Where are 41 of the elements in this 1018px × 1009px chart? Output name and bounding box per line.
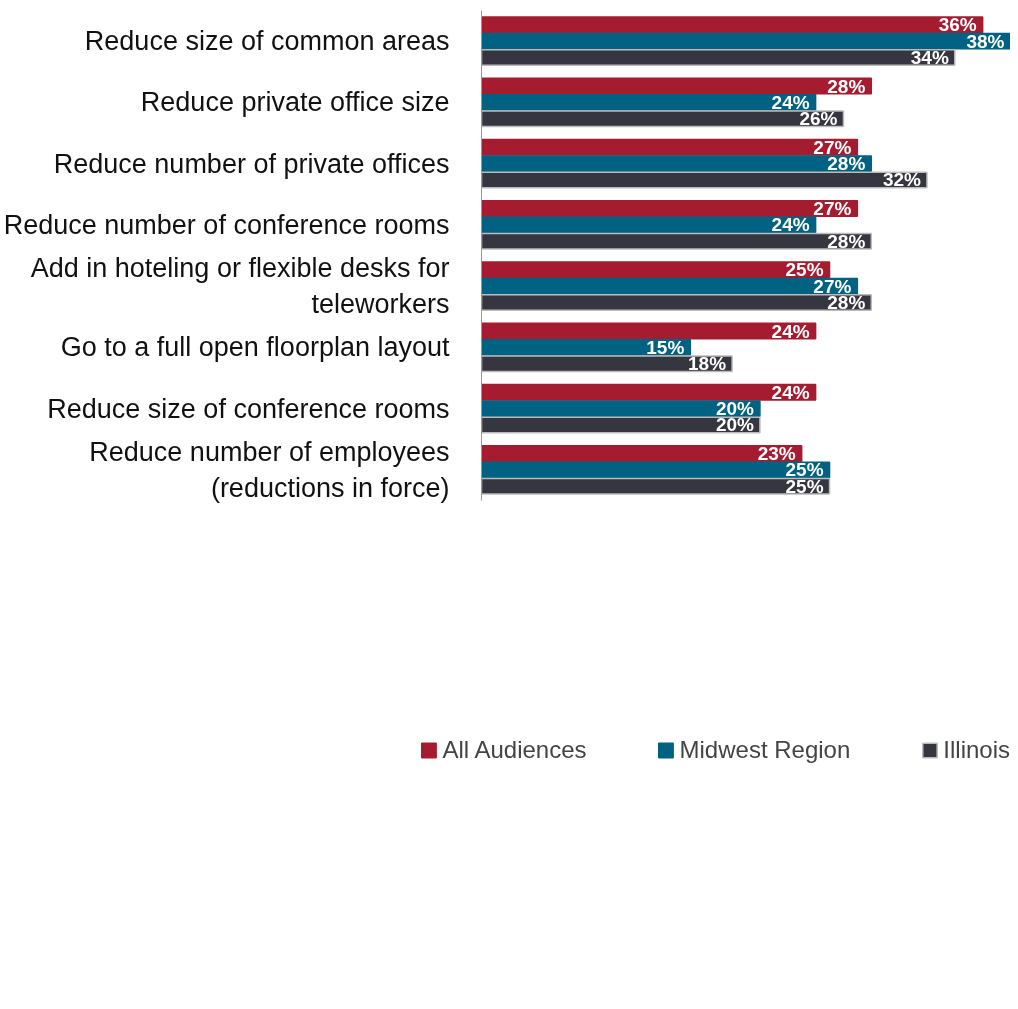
bar: [481, 171, 928, 189]
bar: [481, 355, 733, 373]
data-label: 34%: [910, 46, 949, 68]
bar: [481, 216, 817, 234]
data-label: 27%: [813, 198, 852, 220]
data-label: 28%: [827, 75, 866, 97]
bar: [481, 477, 831, 495]
y-tick-label: Go to a full open floorplan layout: [60, 332, 450, 363]
data-label: 32%: [882, 169, 922, 191]
bar: [481, 155, 873, 173]
bar: [481, 277, 859, 295]
legend-label: All Audiences: [442, 736, 587, 764]
data-label: 28%: [827, 230, 866, 252]
bar: [481, 232, 873, 250]
legend-label: Midwest Region: [679, 736, 851, 764]
data-label: 24%: [771, 381, 810, 403]
bar: [481, 32, 1010, 50]
data-label: 15%: [646, 336, 685, 358]
data-label: 24%: [771, 320, 810, 342]
y-tick-label: Reduce number of conference rooms: [3, 209, 450, 240]
bar: [481, 77, 873, 95]
bar: [481, 261, 831, 279]
bar: [481, 400, 761, 418]
y-tick-label: Reduce size of common areas: [84, 26, 450, 57]
data-label: 24%: [771, 214, 810, 236]
bar: [481, 461, 831, 479]
bar: [481, 110, 845, 128]
y-tick-label: Reduce number of private offices: [53, 148, 450, 179]
data-label: 20%: [715, 414, 755, 436]
y-tick-label: Reduce private office size: [140, 87, 450, 118]
y-tick-label: Reduce size of conference rooms: [47, 393, 450, 424]
data-label: 18%: [688, 353, 727, 375]
bar: [481, 200, 859, 217]
bar: [481, 16, 984, 34]
bar: [481, 49, 956, 66]
y-tick-label: Add in hoteling or flexible desks for teleworkers: [30, 253, 450, 320]
bar: [481, 383, 817, 401]
bar: [481, 294, 873, 311]
bar: [481, 138, 859, 156]
legend-label: Illinois: [943, 736, 1010, 764]
y-tick-label: Reduce number of employees (reductions in force): [89, 436, 450, 503]
